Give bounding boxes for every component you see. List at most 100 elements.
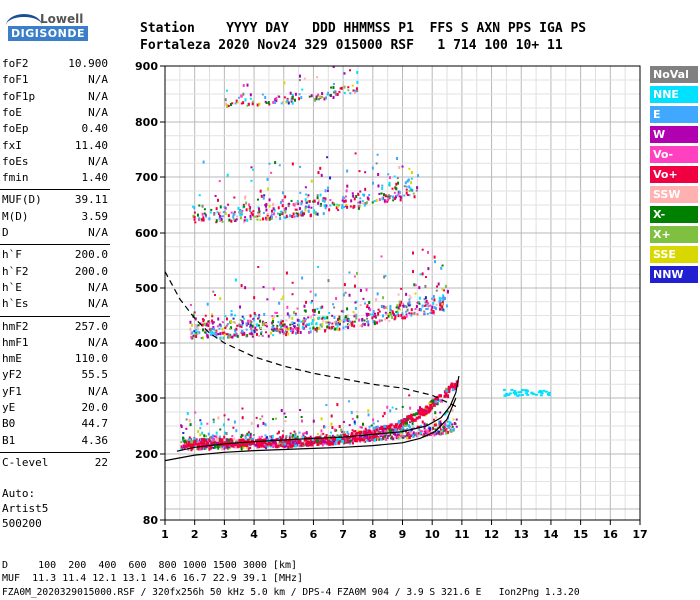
auto-block: Auto: Artist5 500200 [2, 486, 48, 531]
echo-point [241, 331, 244, 335]
echo-point [439, 420, 442, 424]
param-value: 55.5 [81, 368, 109, 382]
echo-point [433, 298, 436, 302]
auto-artist: Artist5 [2, 502, 49, 515]
echo-point [447, 386, 451, 390]
echo-point [244, 216, 247, 219]
echo-point [316, 307, 319, 310]
echo-point [310, 206, 313, 209]
echo-point [314, 293, 317, 297]
echo-ridge [183, 380, 459, 449]
echo-point [355, 316, 358, 320]
echo-point [405, 432, 408, 435]
echo-point [191, 447, 194, 450]
echo-point [250, 211, 253, 215]
echo-point [279, 439, 283, 443]
echo-point [363, 204, 366, 207]
echo-point [241, 407, 244, 410]
echo-point [186, 411, 189, 415]
echo-point [183, 447, 186, 450]
echo-point [281, 328, 284, 331]
echo-point [280, 409, 283, 413]
echo-point [357, 439, 360, 442]
echo-point [272, 334, 275, 337]
echo-point [355, 195, 358, 199]
echo-point [368, 306, 371, 310]
echo-point [265, 208, 268, 212]
echo-point [260, 439, 264, 443]
echo-point [257, 324, 260, 327]
echo-point [306, 196, 309, 199]
echo-point [243, 331, 246, 335]
echo-point [411, 424, 414, 428]
echo-point [429, 406, 433, 410]
echo-point [400, 313, 403, 317]
echo-point [238, 96, 241, 99]
echo-point [268, 217, 271, 220]
echo-point [413, 283, 416, 287]
echo-point [366, 435, 369, 439]
echo-point [316, 76, 319, 79]
echo-point [224, 98, 227, 102]
echo-point [423, 422, 426, 426]
echo-point [365, 312, 368, 315]
echo-point [311, 300, 314, 303]
echo-point [267, 334, 270, 338]
echo-point [397, 435, 400, 438]
echo-point [282, 323, 285, 327]
echo-point [346, 205, 349, 209]
echo-point [415, 189, 418, 192]
echo-point [299, 74, 302, 78]
echo-point [423, 426, 426, 430]
echo-point [327, 91, 330, 95]
echo-point [530, 391, 534, 394]
echo-point [335, 429, 338, 432]
echo-point [324, 206, 327, 210]
echo-point [445, 431, 448, 435]
echo-point [441, 428, 444, 431]
echo-point [321, 95, 324, 98]
echo-point [443, 423, 446, 426]
echo-point [448, 424, 451, 428]
echo-point [244, 434, 247, 438]
echo-point [199, 427, 202, 430]
echo-point [268, 217, 271, 221]
echo-point [359, 197, 362, 200]
echo-point [243, 205, 246, 208]
echo-point [241, 323, 244, 326]
echo-point [333, 306, 336, 309]
echo-point [427, 302, 430, 305]
echo-point [419, 273, 422, 276]
echo-point [356, 71, 359, 75]
echo-point [362, 297, 365, 300]
echo-point [271, 325, 274, 329]
echo-point [283, 96, 286, 99]
echo-point [391, 428, 395, 432]
echo-point [435, 303, 438, 306]
echo-point [349, 92, 352, 95]
echo-point [254, 443, 258, 447]
echo-point [321, 316, 324, 319]
echo-point [205, 435, 208, 438]
echo-point [249, 446, 252, 449]
echo-point [385, 307, 388, 310]
echo-point [214, 330, 217, 333]
echo-point [213, 212, 216, 216]
echo-point [294, 92, 297, 96]
echo-point [201, 318, 204, 321]
echo-point [275, 96, 278, 100]
echo-point [345, 189, 348, 193]
echo-point [264, 216, 267, 220]
echo-point [219, 336, 222, 339]
echo-point [376, 425, 379, 429]
echo-point [332, 66, 335, 69]
echo-point [361, 199, 364, 202]
echo-point [383, 307, 386, 310]
echo-point [215, 219, 218, 223]
echo-point [205, 441, 209, 445]
echo-point [295, 212, 298, 215]
echo-point [335, 320, 338, 323]
echo-point [279, 328, 282, 331]
echo-point [432, 301, 435, 305]
echo-point [231, 102, 234, 105]
